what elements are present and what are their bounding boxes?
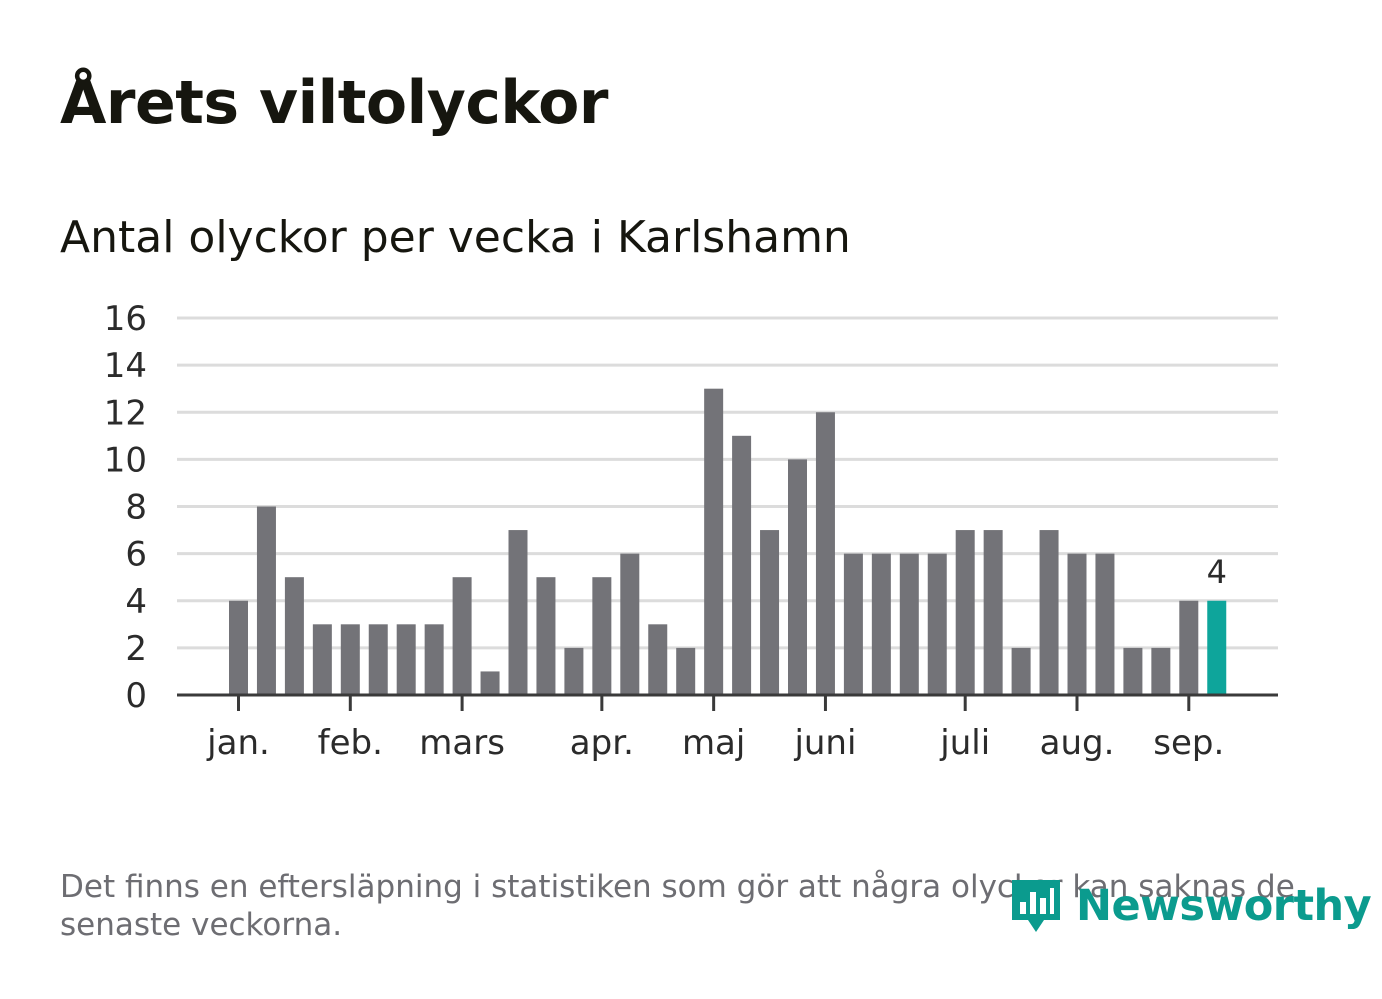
bar: [648, 624, 668, 695]
bar: [284, 577, 304, 695]
chart-title: Årets viltolyckor: [60, 68, 609, 138]
bar: [592, 577, 612, 695]
y-tick-label: 12: [104, 393, 147, 433]
x-tick-label: juli: [939, 723, 990, 763]
brand-name: Newsworthy: [1076, 881, 1372, 931]
bar: [815, 412, 835, 695]
bar: [256, 506, 276, 695]
x-tick-label: jan.: [206, 723, 270, 763]
y-tick-label: 2: [125, 629, 147, 669]
bar: [1179, 600, 1199, 695]
bar: [732, 435, 752, 695]
bar: [676, 647, 696, 695]
y-tick-label: 16: [104, 299, 147, 339]
bar: [312, 624, 332, 695]
bar: [368, 624, 388, 695]
bar: [1123, 647, 1143, 695]
bar: [229, 600, 248, 695]
x-tick-label: mars: [419, 723, 505, 763]
bar: [899, 553, 919, 695]
bar: [1151, 647, 1171, 695]
x-tick-label: aug.: [1040, 723, 1115, 763]
x-tick-label: feb.: [318, 723, 383, 763]
bar: [871, 553, 891, 695]
bar: [480, 671, 500, 695]
bar: [396, 624, 416, 695]
bar: [955, 530, 975, 695]
bar: [536, 577, 556, 695]
bar: [1095, 553, 1115, 695]
bar: [704, 388, 724, 695]
bar: [788, 459, 807, 695]
brand-logo: Newsworthy: [1010, 876, 1372, 936]
bar: [564, 647, 584, 695]
y-tick-label: 14: [104, 346, 147, 386]
bar: [1207, 600, 1227, 695]
bar: [1067, 553, 1087, 695]
x-tick-label: apr.: [570, 723, 634, 763]
newsworthy-logo-icon: [1012, 880, 1060, 932]
highlight-value-label: 4: [1207, 553, 1227, 591]
bar: [843, 553, 863, 695]
y-tick-label: 4: [125, 582, 147, 622]
bar: [424, 624, 444, 695]
bar: [1039, 530, 1059, 695]
y-tick-label: 10: [104, 440, 147, 480]
y-tick-label: 0: [125, 676, 147, 716]
y-tick-label: 6: [125, 535, 147, 575]
x-tick-label: maj: [682, 723, 745, 763]
bar: [760, 530, 780, 695]
bar: [508, 530, 528, 695]
y-tick-label: 8: [125, 488, 147, 528]
x-tick-label: sep.: [1153, 723, 1224, 763]
bar: [983, 530, 1003, 695]
chart-subtitle: Antal olyckor per vecka i Karlshamn: [60, 212, 851, 263]
bar: [340, 624, 360, 695]
footnote: Det finns en eftersläpning i statistiken…: [60, 869, 1295, 943]
bar: [452, 577, 472, 695]
bar: [1011, 647, 1031, 695]
x-tick-label: juni: [793, 723, 856, 763]
bar: [927, 553, 947, 695]
bar-chart: 0 2 4 6 8 10 12 14 16 4 jan. feb. mars apr. maj juni jul…: [104, 299, 1278, 763]
bar: [620, 553, 640, 695]
